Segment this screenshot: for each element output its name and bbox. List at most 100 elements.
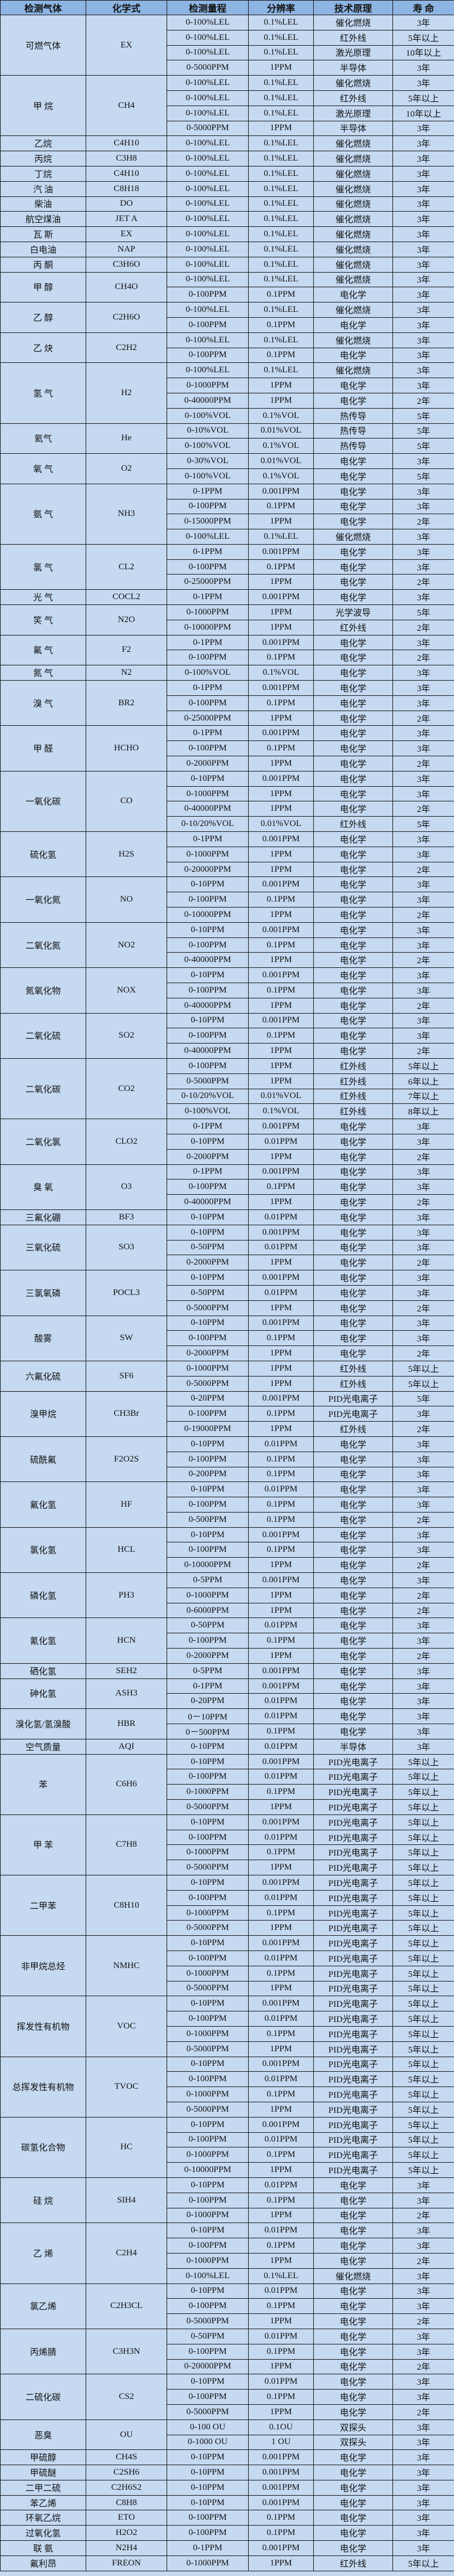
- principle-cell: 电化学: [313, 2510, 393, 2526]
- principle-cell: PID光电离子: [313, 1920, 393, 1936]
- lifespan-cell: 5年以上: [392, 2101, 454, 2118]
- range-cell: 0-5000PPM: [167, 2404, 249, 2420]
- lifespan-cell: 5年以上: [392, 2011, 454, 2027]
- lifespan-cell: 3年: [392, 181, 454, 197]
- lifespan-cell: 3年: [392, 2222, 454, 2239]
- formula-cell: JET A: [86, 211, 167, 227]
- table-row: 0-100PPM 0.1PPM 电化学 3年: [1, 1497, 454, 1513]
- resolution-cell: 0.1PPM: [248, 1406, 314, 1422]
- table-row: 汽 油 C8H18 0-100%LEL 0.1%LEL 催化燃烧 3年: [0, 181, 454, 197]
- range-cell: 0-100PPM: [167, 1330, 249, 1347]
- resolution-cell: 0.1PPM: [248, 1466, 314, 1483]
- lifespan-cell: 2年: [392, 952, 454, 968]
- resolution-cell: 1PPM: [248, 1148, 314, 1165]
- range-cell: 0-10PPM: [167, 1753, 249, 1770]
- range-cell: 0-10PPM: [167, 1315, 249, 1331]
- lifespan-cell: 3年: [392, 740, 454, 757]
- range-cell: 0-40000PPM: [167, 392, 249, 409]
- table-row: 氨 气 NH3 0-1PPM 0.001PPM 电化学 3年: [0, 483, 454, 545]
- resolution-cell: 0.1PPM: [248, 983, 314, 998]
- principle-cell: 电化学: [313, 2465, 393, 2480]
- lifespan-cell: 5年以上: [392, 2162, 454, 2178]
- range-cell: 0-1PPM: [167, 543, 249, 560]
- principle-cell: 电化学: [313, 1284, 393, 1301]
- resolution-cell: 0.1PPM: [248, 1511, 314, 1528]
- table-row: 0-10/20%VOL 0.01%VOL 红外线 7年以上: [1, 1088, 454, 1105]
- table-row: 0-100PPM 0.1PPM 电化学 3年: [1, 740, 454, 757]
- table-row: 一氧化碳 CO 0-10PPM 0.001PPM 电化学 3年: [0, 770, 454, 832]
- formula-cell: NOX: [86, 967, 167, 1014]
- range-cell: 0-10PPM: [167, 1133, 249, 1150]
- resolution-cell: 0.001PPM: [248, 634, 314, 651]
- range-cell: 0-100PPM: [167, 2343, 249, 2360]
- resolution-cell: 0.01PPM: [248, 1209, 314, 1225]
- principle-cell: 电化学: [313, 543, 393, 560]
- table-row: 0-100%LEL 0.1%LEL 激光原理 10年以上: [1, 45, 454, 61]
- lifespan-cell: 3年: [392, 453, 454, 469]
- resolution-cell: 0.1PPM: [248, 347, 314, 363]
- principle-cell: 电化学: [313, 1497, 393, 1513]
- range-cell: 0-10PPM: [167, 2222, 249, 2239]
- range-cell: 0-5000PPM: [167, 1799, 249, 1815]
- principle-cell: 催化燃烧: [313, 75, 393, 91]
- range-cell: 0-1000PPM: [167, 2147, 249, 2163]
- principle-cell: 电化学: [313, 574, 393, 590]
- range-cell: 0-100PPM: [167, 2071, 249, 2088]
- table-row: 空气质量 AQI 0-10PPM 0.01PPM 半导体 3年: [0, 1738, 454, 1755]
- lifespan-cell: 3年: [392, 634, 454, 651]
- range-cell: 0-100%LEL: [167, 75, 249, 91]
- gas-name-cell: 苯: [0, 1753, 86, 1815]
- table-row: 二氧化碳 CO2 0-100PPM 1PPM 红外线 5年以上: [0, 1058, 454, 1120]
- gas-name-cell: 溴甲烷: [0, 1391, 86, 1437]
- principle-cell: 电化学: [313, 680, 393, 696]
- lifespan-cell: 3年: [392, 1724, 454, 1739]
- table-row: 0-100PPM 0.1PPM 电化学 2年: [1, 650, 454, 666]
- range-cell: 0-100PPM: [167, 2389, 249, 2405]
- formula-cell: NO: [86, 876, 167, 923]
- table-row: 0-5000PPM 1PPM PID光电离子 5年以上: [1, 1920, 454, 1936]
- formula-cell: CO2: [86, 1058, 167, 1120]
- lifespan-cell: 5年以上: [392, 2086, 454, 2102]
- gas-name-cell: 硒化氢: [0, 1663, 86, 1679]
- table-row: 航空煤油 JET A 0-100%LEL 0.1%LEL 催化燃烧 3年: [0, 211, 454, 227]
- resolution-cell: 1PPM: [248, 1648, 314, 1664]
- resolution-cell: 1PPM: [248, 2313, 314, 2329]
- resolution-cell: 0.001PPM: [248, 1663, 314, 1679]
- lifespan-cell: 2年: [392, 1300, 454, 1316]
- range-cell: 0-25000PPM: [167, 710, 249, 726]
- formula-cell: PH3: [86, 1572, 167, 1619]
- lifespan-cell: 2年: [392, 1194, 454, 1210]
- principle-cell: 电化学: [313, 1270, 393, 1286]
- principle-cell: 催化燃烧: [313, 362, 393, 379]
- range-cell: 0-25000PPM: [167, 574, 249, 590]
- resolution-cell: 0.01PPM: [248, 2283, 314, 2299]
- lifespan-cell: 3年: [392, 1284, 454, 1301]
- gas-name-cell: 柴油: [0, 196, 86, 212]
- gas-name-cell: 氮 气: [0, 665, 86, 681]
- resolution-cell: 0.001PPM: [248, 1996, 314, 2012]
- range-cell: 0-100%LEL: [167, 90, 249, 106]
- lifespan-cell: 3年: [392, 786, 454, 802]
- principle-cell: 红外线: [313, 1421, 393, 1437]
- range-cell: 0-100%VOL: [167, 665, 249, 681]
- table-row: 一氧化氮 NO 0-10PPM 0.001PPM 电化学 3年: [0, 876, 454, 923]
- resolution-cell: 0.01PPM: [248, 1617, 314, 1634]
- lifespan-cell: 2年: [392, 650, 454, 666]
- range-cell: 0-10PPM: [167, 2283, 249, 2299]
- range-cell: 0-1000PPM: [167, 2252, 249, 2269]
- lifespan-cell: 3年: [392, 2495, 454, 2511]
- table-row: 三氧化硫 SO3 0-10PPM 0.001PPM 电化学 3年: [0, 1224, 454, 1271]
- resolution-cell: 0.001PPM: [248, 1572, 314, 1588]
- principle-cell: 电化学: [313, 1119, 393, 1134]
- principle-cell: PID光电离子: [313, 2071, 393, 2088]
- range-cell: 0-5000PPM: [167, 1920, 249, 1936]
- formula-cell: SIH4: [86, 2177, 167, 2224]
- range-cell: 0-5000PPM: [167, 1073, 249, 1089]
- lifespan-cell: 3年: [392, 2177, 454, 2193]
- principle-cell: 电化学: [313, 861, 393, 878]
- range-cell: 0-5000PPM: [167, 60, 249, 76]
- resolution-cell: 0.01PPM: [248, 2328, 314, 2344]
- lifespan-cell: 3年: [392, 543, 454, 560]
- principle-cell: 电化学: [313, 1678, 393, 1694]
